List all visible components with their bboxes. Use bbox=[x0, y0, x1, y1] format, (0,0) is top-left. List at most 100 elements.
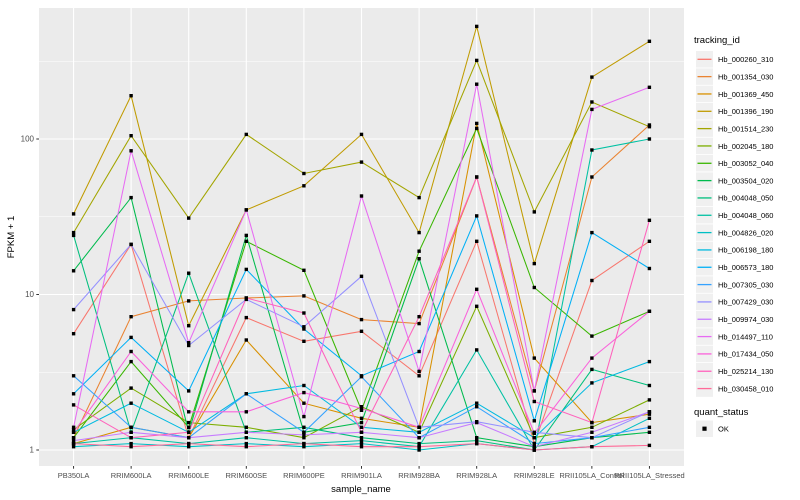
data-point-marker bbox=[359, 194, 364, 198]
data-point-marker bbox=[71, 428, 76, 432]
data-point-marker bbox=[71, 403, 76, 407]
data-point-marker bbox=[475, 239, 479, 243]
legend-item-label: Hb_006198_180 bbox=[718, 246, 773, 255]
x-tick-label: RRIM928LA bbox=[456, 471, 497, 480]
data-point-marker bbox=[590, 148, 594, 152]
data-point-marker bbox=[244, 267, 248, 272]
data-point-marker bbox=[71, 332, 76, 336]
data-point-marker bbox=[590, 430, 594, 434]
data-point-marker bbox=[302, 436, 306, 440]
legend-item-label: Hb_007429_030 bbox=[718, 298, 773, 307]
legend-item-label: Hb_017434_050 bbox=[718, 350, 773, 359]
data-point-marker bbox=[187, 430, 191, 434]
data-point-marker bbox=[590, 425, 594, 429]
data-point-marker bbox=[187, 324, 191, 328]
data-point-marker bbox=[590, 445, 594, 449]
legend-items: Hb_000260_310 Hb_001354_030 Hb_001369_450 H… bbox=[696, 51, 773, 397]
data-point-marker bbox=[590, 436, 594, 440]
data-point-marker bbox=[302, 184, 306, 188]
data-point-marker bbox=[244, 441, 248, 446]
data-point-marker bbox=[417, 448, 421, 452]
data-point-marker bbox=[129, 441, 133, 446]
data-point-marker bbox=[417, 436, 421, 440]
data-point-marker bbox=[187, 389, 191, 393]
data-point-marker bbox=[71, 425, 76, 429]
data-point-marker bbox=[475, 175, 479, 179]
ok-square-icon bbox=[702, 426, 707, 431]
legend-item-label: Hb_009974_030 bbox=[718, 315, 773, 324]
data-point-marker bbox=[71, 374, 76, 378]
data-point-marker bbox=[475, 441, 479, 446]
data-point-marker bbox=[71, 441, 76, 446]
data-point-marker bbox=[71, 430, 76, 434]
legend-label-quant-ok: OK bbox=[718, 425, 729, 434]
data-point-marker bbox=[475, 126, 479, 131]
legend-item-label: Hb_014497_110 bbox=[718, 332, 773, 341]
data-point-marker bbox=[359, 408, 364, 412]
data-point-marker bbox=[475, 348, 479, 352]
data-point-marker bbox=[129, 425, 133, 429]
data-point-marker bbox=[475, 405, 479, 409]
legend-item-label: Hb_030458_010 bbox=[718, 384, 773, 393]
data-point-marker bbox=[302, 171, 306, 176]
data-point-marker bbox=[417, 430, 421, 434]
data-point-marker bbox=[417, 425, 421, 429]
data-point-marker bbox=[359, 420, 364, 425]
data-point-marker bbox=[647, 309, 652, 313]
data-point-marker bbox=[417, 374, 421, 378]
data-point-marker bbox=[71, 307, 76, 312]
data-point-marker bbox=[129, 349, 133, 354]
data-point-marker bbox=[244, 315, 248, 320]
data-point-marker bbox=[647, 359, 652, 364]
data-point-marker bbox=[359, 160, 364, 164]
legend-item-label: Hb_025214_130 bbox=[718, 367, 773, 376]
data-point-marker bbox=[187, 420, 191, 425]
data-point-marker bbox=[302, 383, 306, 388]
data-point-marker bbox=[244, 430, 248, 434]
data-point-marker bbox=[532, 399, 536, 404]
data-point-marker bbox=[187, 436, 191, 440]
data-point-marker bbox=[359, 438, 364, 443]
legend-item-label: Hb_002045_180 bbox=[718, 142, 773, 151]
data-point-marker bbox=[129, 242, 133, 247]
data-point-marker bbox=[417, 315, 421, 319]
data-point-marker bbox=[359, 317, 364, 322]
data-point-marker bbox=[71, 436, 76, 440]
data-point-marker bbox=[475, 82, 479, 86]
data-point-marker bbox=[475, 24, 479, 29]
x-axis-title: sample_name bbox=[331, 484, 391, 495]
legend-item-label: Hb_001396_190 bbox=[718, 107, 773, 116]
data-point-marker bbox=[475, 304, 479, 308]
legend-item-label: Hb_007305_030 bbox=[718, 280, 773, 289]
legend-item-label: Hb_001514_230 bbox=[718, 124, 773, 133]
data-point-marker bbox=[417, 195, 421, 200]
data-point-marker bbox=[244, 445, 248, 449]
data-point-marker bbox=[590, 100, 594, 104]
data-point-marker bbox=[129, 445, 133, 449]
data-point-marker bbox=[187, 341, 191, 345]
data-point-marker bbox=[590, 381, 594, 385]
data-point-marker bbox=[647, 137, 652, 141]
y-tick-label: 10 bbox=[25, 290, 34, 299]
data-point-marker bbox=[475, 58, 479, 63]
data-point-marker bbox=[475, 214, 479, 218]
data-point-marker bbox=[302, 433, 306, 437]
data-point-marker bbox=[302, 430, 306, 434]
data-point-marker bbox=[244, 132, 248, 137]
data-point-marker bbox=[129, 195, 133, 200]
data-point-marker bbox=[417, 349, 421, 354]
data-point-marker bbox=[475, 401, 479, 405]
x-tick-label: RRIM928LE bbox=[514, 471, 555, 480]
data-point-marker bbox=[187, 299, 191, 303]
legend-item-label: Hb_004826_020 bbox=[718, 228, 773, 237]
data-point-marker bbox=[244, 233, 248, 238]
legend-title-tracking-id: tracking_id bbox=[694, 35, 740, 46]
data-point-marker bbox=[129, 401, 133, 405]
data-point-marker bbox=[475, 287, 479, 291]
data-point-marker bbox=[244, 296, 248, 300]
data-point-marker bbox=[590, 230, 594, 235]
data-point-marker bbox=[417, 369, 421, 374]
data-point-marker bbox=[647, 125, 652, 129]
